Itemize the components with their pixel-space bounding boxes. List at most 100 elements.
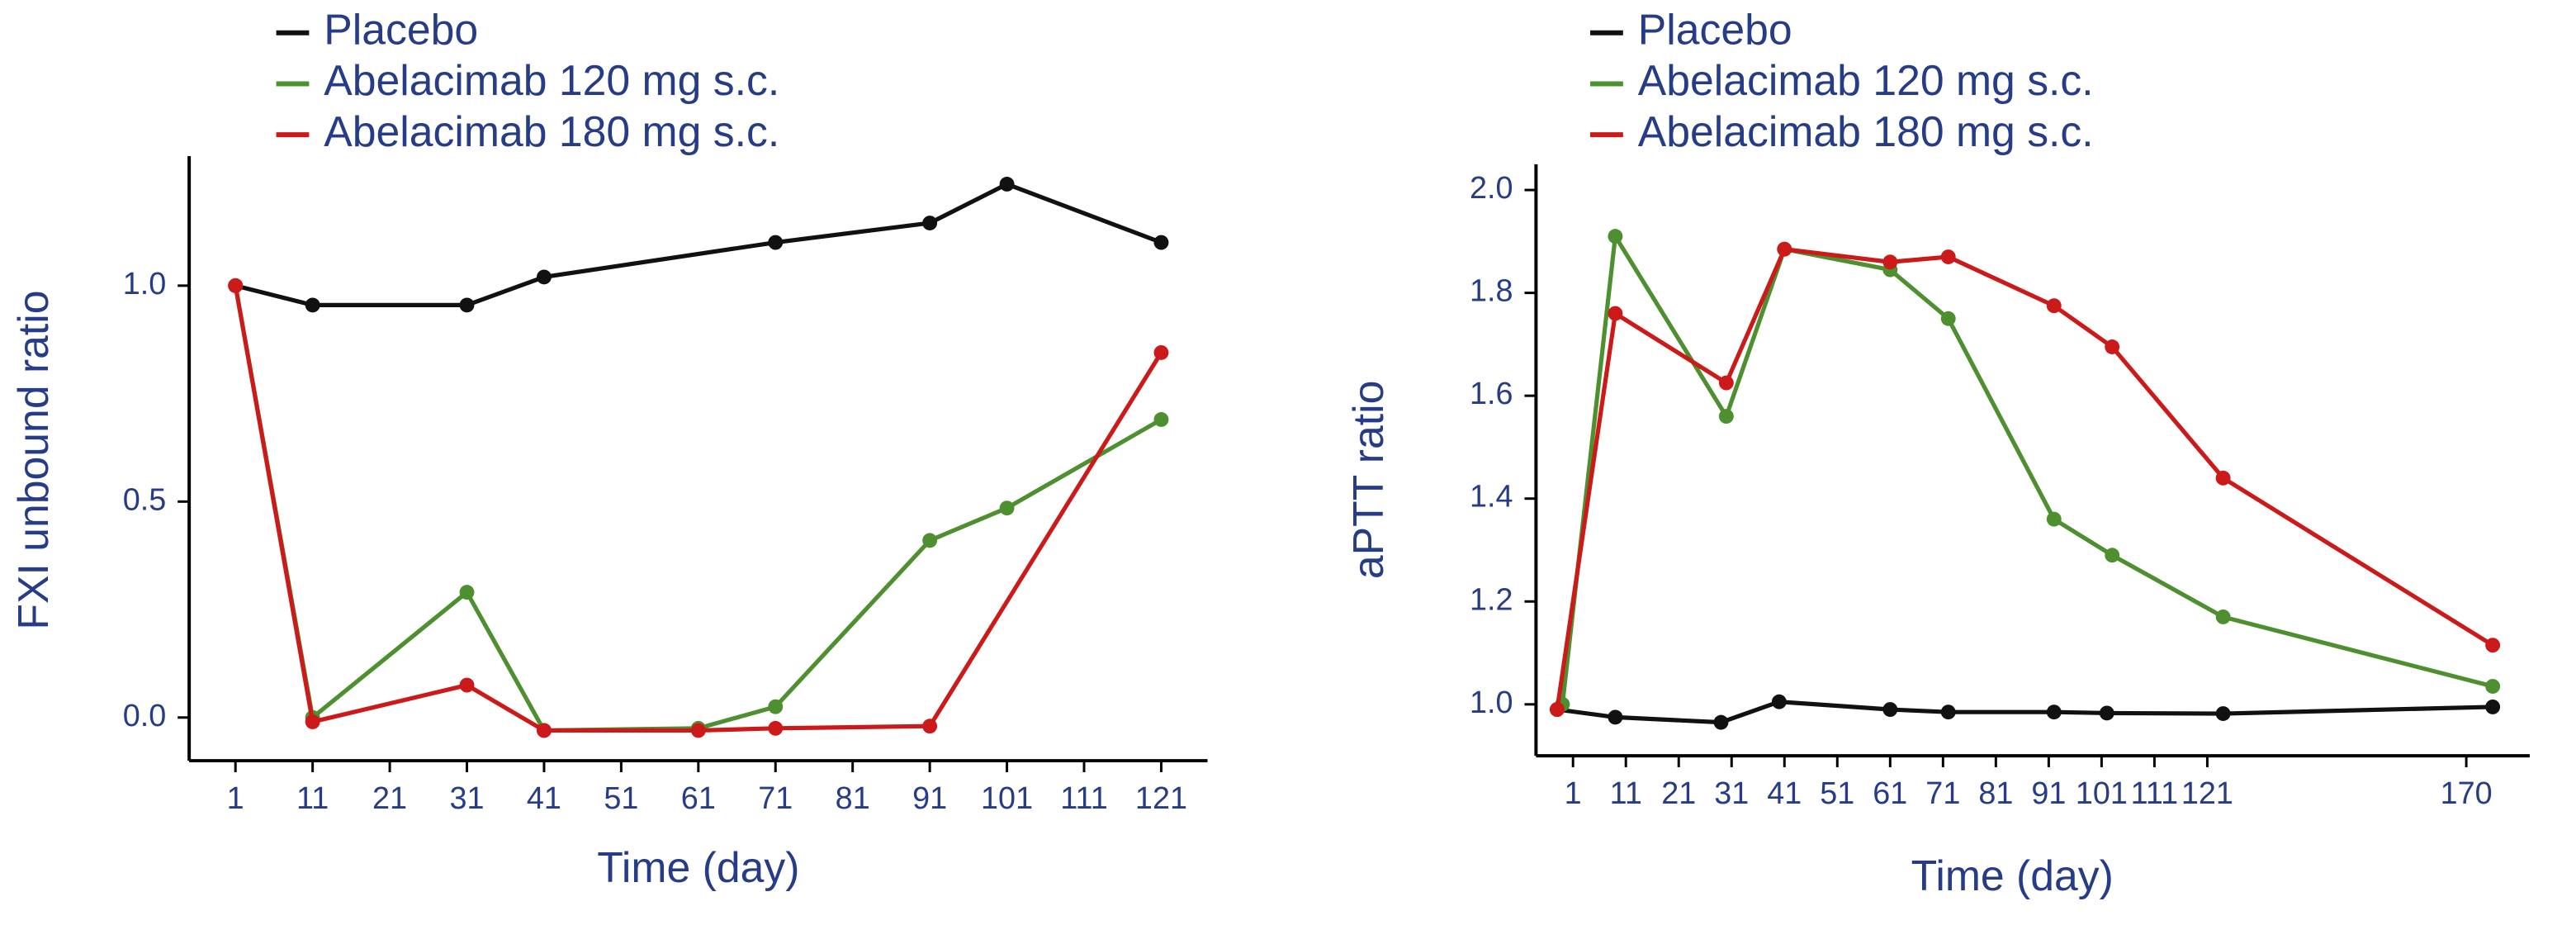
series-line xyxy=(233,285,1163,733)
series-line xyxy=(1560,230,2493,705)
data-point xyxy=(1713,714,1729,730)
x-tick-label: 41 xyxy=(1767,776,1802,811)
legend-label: Abelacimab 180 mg s.c. xyxy=(324,107,779,155)
data-point xyxy=(1153,235,1169,250)
y-tick-label: 0.0 xyxy=(123,699,167,733)
y-tick-label: 1.0 xyxy=(1470,685,1513,720)
data-point xyxy=(2215,706,2231,721)
data-point xyxy=(459,585,475,600)
data-point xyxy=(690,723,706,738)
data-point xyxy=(768,720,784,736)
x-tick-label: 21 xyxy=(372,781,407,816)
data-point xyxy=(768,699,784,714)
data-point xyxy=(1718,409,1734,425)
data-point xyxy=(2105,548,2120,563)
x-tick-label: 61 xyxy=(1873,776,1907,811)
data-point xyxy=(2046,704,2062,720)
data-point xyxy=(2046,298,2062,314)
x-axis-title: Time (day) xyxy=(1911,851,2114,899)
data-point xyxy=(2046,511,2062,527)
data-point xyxy=(1608,709,1623,725)
data-point xyxy=(228,278,244,293)
data-point xyxy=(2105,339,2120,354)
data-point xyxy=(1940,249,1956,264)
data-point xyxy=(1153,344,1169,360)
data-point xyxy=(1608,229,1623,244)
data-point xyxy=(2099,705,2114,721)
data-point xyxy=(459,297,475,313)
x-tick-label: 31 xyxy=(449,781,484,816)
data-point xyxy=(1940,311,1956,326)
series-line xyxy=(233,285,1163,733)
data-point xyxy=(1777,241,1792,257)
data-point xyxy=(1882,702,1898,718)
data-point xyxy=(2485,679,2501,694)
x-tick-label: 21 xyxy=(1661,776,1696,811)
x-tick-label: 170 xyxy=(2441,776,2493,811)
y-tick-label: 1.2 xyxy=(1470,582,1513,617)
x-axis-title: Time (day) xyxy=(597,843,799,891)
x-tick-label: 71 xyxy=(758,781,793,816)
data-point xyxy=(2215,610,2231,624)
data-point xyxy=(536,723,552,738)
x-tick-label: 61 xyxy=(681,781,716,816)
y-tick-label: 1.4 xyxy=(1470,480,1513,515)
x-tick-label: 51 xyxy=(604,781,638,816)
y-axis-title: aPTT ratio xyxy=(1344,381,1392,579)
y-tick-label: 1.6 xyxy=(1470,377,1513,411)
x-tick-label: 121 xyxy=(2181,776,2233,811)
x-tick-label: 101 xyxy=(2076,776,2128,811)
legend-label: Abelacimab 180 mg s.c. xyxy=(1638,107,2094,155)
y-tick-label: 1.0 xyxy=(123,267,167,301)
data-point xyxy=(1718,375,1734,391)
y-axis-title: FXI unbound ratio xyxy=(9,290,57,629)
data-point xyxy=(2485,699,2501,714)
data-point xyxy=(768,235,784,250)
x-tick-label: 101 xyxy=(981,781,1033,816)
y-tick-label: 2.0 xyxy=(1470,171,1513,206)
legend-label: Placebo xyxy=(1638,5,1792,53)
data-point xyxy=(1771,694,1787,709)
x-tick-label: 91 xyxy=(2031,776,2066,811)
data-point xyxy=(2485,638,2501,653)
data-point xyxy=(2215,470,2231,486)
data-point xyxy=(305,714,320,729)
data-point xyxy=(459,677,475,693)
data-point xyxy=(1550,702,1565,718)
x-tick-label: 1 xyxy=(227,781,244,816)
x-tick-label: 41 xyxy=(527,781,561,816)
data-point xyxy=(922,719,938,734)
data-point xyxy=(999,177,1015,192)
data-point xyxy=(922,216,938,230)
data-point xyxy=(1608,306,1623,321)
x-tick-label: 11 xyxy=(296,781,329,816)
x-tick-label: 111 xyxy=(1060,781,1107,816)
x-tick-label: 81 xyxy=(836,781,870,816)
series-line xyxy=(234,182,1163,307)
x-tick-label: 31 xyxy=(1714,776,1749,811)
x-tick-label: 121 xyxy=(1135,781,1187,816)
x-tick-label: 111 xyxy=(2131,776,2178,811)
x-tick-label: 11 xyxy=(1610,776,1642,811)
y-tick-label: 1.8 xyxy=(1470,274,1513,309)
x-tick-label: 51 xyxy=(1820,776,1854,811)
series-line xyxy=(1556,700,2493,725)
data-point xyxy=(1940,704,1956,720)
data-point xyxy=(1882,254,1898,270)
data-point xyxy=(305,297,320,313)
series-line xyxy=(1555,246,2494,710)
data-point xyxy=(1153,412,1169,427)
y-tick-label: 0.5 xyxy=(123,482,167,517)
x-tick-label: 71 xyxy=(1925,776,1960,811)
legend-label: Placebo xyxy=(324,5,478,53)
data-point xyxy=(922,533,938,548)
data-point xyxy=(999,500,1015,516)
legend-label: Abelacimab 120 mg s.c. xyxy=(324,56,779,104)
legend-label: Abelacimab 120 mg s.c. xyxy=(1638,56,2094,104)
x-tick-label: 81 xyxy=(1978,776,2013,811)
data-point xyxy=(536,269,552,285)
x-tick-label: 91 xyxy=(912,781,947,816)
x-tick-label: 1 xyxy=(1565,776,1582,811)
